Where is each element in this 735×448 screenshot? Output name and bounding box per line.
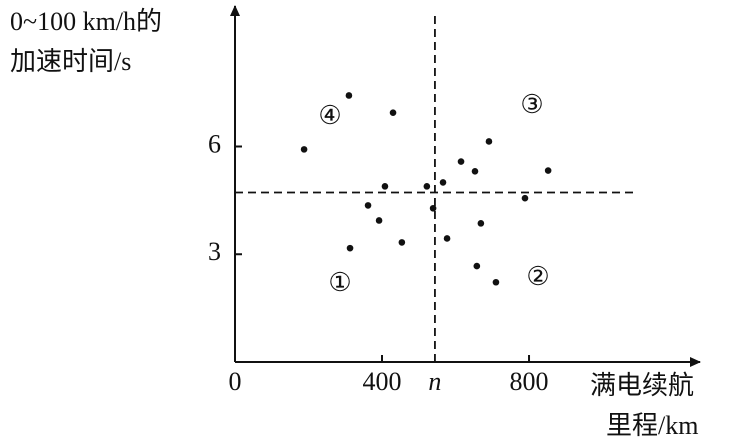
- point: [457, 158, 465, 165]
- point: [471, 167, 479, 175]
- point: [485, 138, 493, 145]
- point: [346, 244, 354, 252]
- point: [381, 183, 389, 190]
- point: [364, 202, 372, 209]
- x-axis-label: 满电续航: [590, 371, 694, 400]
- point: [544, 167, 552, 174]
- y-tick-label: 6: [208, 129, 221, 158]
- y-axis-label: 加速时间/s: [10, 47, 131, 76]
- point: [473, 262, 481, 270]
- quadrant-label: ④: [318, 101, 341, 130]
- x-axis-label: 里程/km: [606, 411, 698, 440]
- point: [398, 239, 406, 246]
- point: [477, 220, 485, 227]
- x-tick-label: n: [428, 367, 441, 396]
- x-tick-label: 800: [510, 367, 549, 396]
- y-tick-label: 3: [208, 237, 221, 266]
- quadrant-label: ①: [328, 268, 351, 297]
- point: [443, 235, 451, 242]
- quadrant-label: ②: [526, 262, 549, 291]
- point: [375, 217, 383, 224]
- y-axis-label: 0~100 km/h的: [10, 7, 162, 36]
- point: [521, 194, 529, 202]
- point: [439, 179, 447, 186]
- point: [429, 204, 437, 212]
- x-tick-label: 400: [363, 367, 402, 396]
- point: [492, 278, 500, 286]
- point: [345, 92, 353, 99]
- x-tick-label: 0: [229, 367, 242, 396]
- point: [423, 183, 431, 190]
- point: [300, 146, 308, 153]
- point: [389, 109, 397, 117]
- quadrant-label: ③: [520, 90, 543, 119]
